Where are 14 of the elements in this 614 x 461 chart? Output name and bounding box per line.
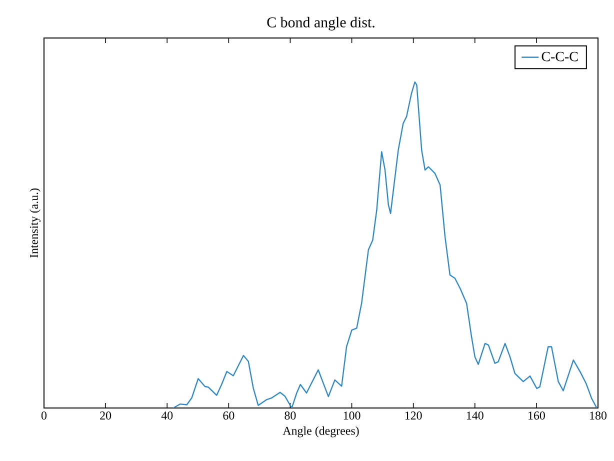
- x-tick-label: 120: [405, 412, 422, 420]
- x-tick-label: 160: [528, 412, 545, 420]
- x-tick-label: 80: [284, 412, 296, 420]
- x-axis-title: Angle (degrees): [282, 426, 359, 438]
- y-axis-title: Intensity (a.u.): [30, 188, 40, 258]
- x-tick-label: 40: [161, 412, 173, 420]
- chart-title: C bond angle dist.: [267, 16, 374, 30]
- legend-label: C-C-C: [542, 52, 578, 62]
- x-tick-label: 100: [344, 412, 360, 420]
- x-tick-label: 180: [590, 412, 607, 420]
- x-tick-label: 0: [41, 412, 47, 420]
- x-tick-label: 140: [466, 412, 484, 420]
- x-tick-label: 60: [223, 412, 234, 420]
- x-tick-label: 20: [100, 412, 112, 420]
